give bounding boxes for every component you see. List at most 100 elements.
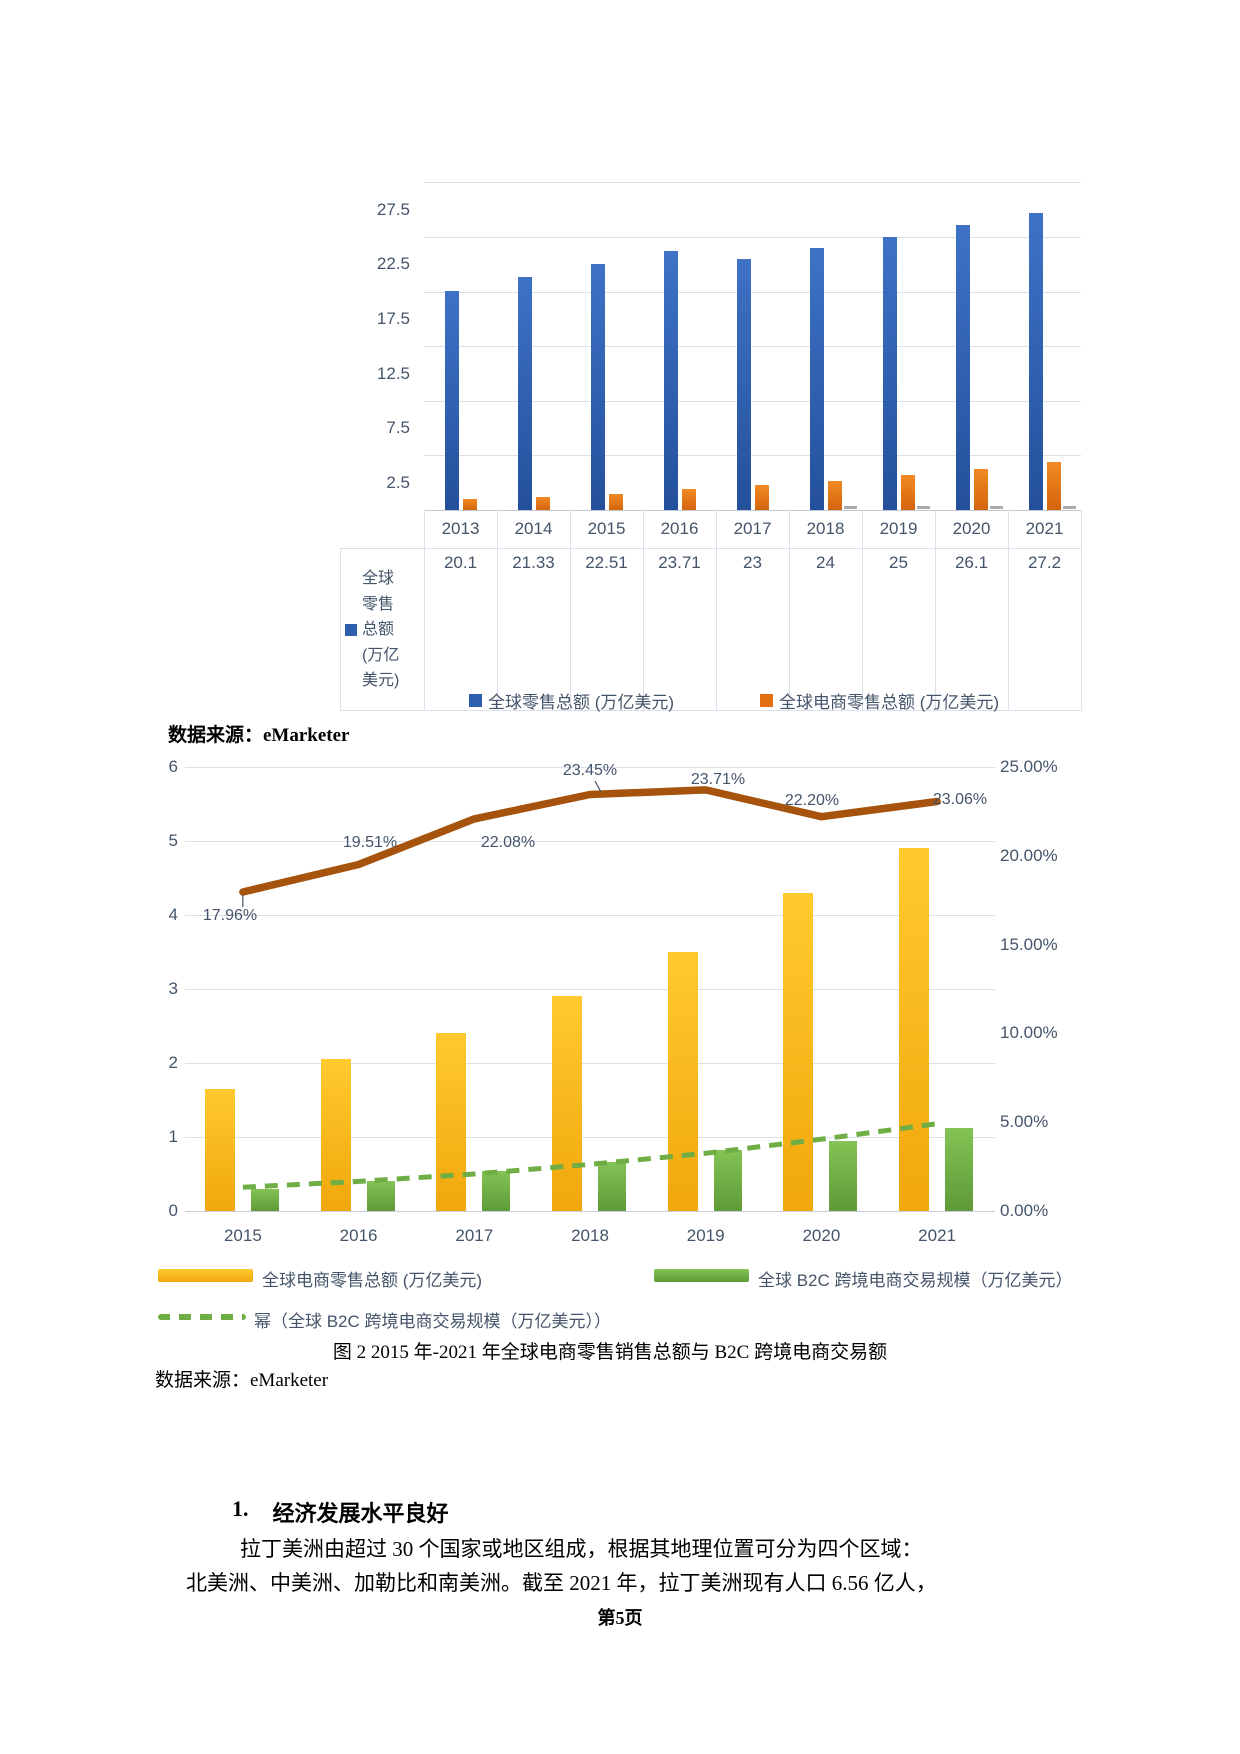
chart1-table-vline xyxy=(424,510,425,710)
chart1-table-vline xyxy=(1008,510,1009,710)
chart1-gray-mark xyxy=(843,506,857,509)
chart1-y-tick-label: 12.5 xyxy=(376,363,410,383)
chart2-bar-b2c-crossborder xyxy=(366,1180,395,1211)
chart1-year-label: 2020 xyxy=(952,519,991,538)
body-paragraph-line1: 拉丁美洲由超过 30 个国家或地区组成，根据其地理位置可分为四个区域： xyxy=(240,1537,923,1561)
chart2-gridline xyxy=(185,1211,995,1212)
chart1-bar-ecommerce-retail xyxy=(754,484,769,510)
chart1-table-vline xyxy=(643,510,644,710)
chart2-bar-ecommerce-retail xyxy=(436,1033,467,1211)
chart1-gray-mark xyxy=(1062,506,1076,509)
section-heading-number: 1. xyxy=(232,1496,249,1521)
chart1-table-value: 24 xyxy=(816,553,835,572)
chart1-bar-ecommerce-retail xyxy=(973,468,988,510)
chart1-bar-global-retail xyxy=(809,247,824,510)
chart2-lines-overlay xyxy=(239,780,941,1190)
chart1-table-value: 22.51 xyxy=(585,553,628,572)
chart2-left-tick-label: 5 xyxy=(168,831,178,850)
chart2-bar-ecommerce-retail xyxy=(783,892,814,1211)
chart1-x-axis-line xyxy=(424,510,1081,511)
chart1-bar-global-retail xyxy=(736,258,751,510)
chart2-year-label: 2020 xyxy=(802,1226,841,1245)
chart1-bar-ecommerce-retail xyxy=(1046,462,1061,510)
chart1-gridline xyxy=(424,237,1081,238)
chart1-legend-ecommerce: 全球电商零售总额 (万亿美元) xyxy=(760,688,999,713)
chart2-gridline xyxy=(185,767,995,768)
chart2-right-tick-label: 0.00% xyxy=(1000,1201,1049,1220)
chart2-bar-b2c-crossborder xyxy=(713,1150,742,1211)
chart2-left-tick-label: 4 xyxy=(168,905,178,924)
chart1-legend-retail: 全球零售总额 (万亿美元) xyxy=(469,688,674,713)
chart1-gridline xyxy=(424,455,1081,457)
chart2-left-tick-label: 6 xyxy=(168,757,178,776)
chart1-table-hline xyxy=(340,710,1081,711)
chart2-legend-swatch-1 xyxy=(654,1269,749,1282)
chart1-table-hline xyxy=(340,548,1081,549)
page-footer: 第5页 xyxy=(597,1608,643,1628)
chart2-left-tick-label: 3 xyxy=(168,979,178,998)
chart1-bar-global-retail xyxy=(1028,213,1043,510)
chart1-table-value: 21.33 xyxy=(512,553,555,572)
chart2-pct-data-label: 22.20% xyxy=(784,792,840,809)
chart1-y-tick-label: 27.5 xyxy=(376,199,410,219)
chart1-year-label: 2017 xyxy=(733,519,772,538)
chart1-table-vline xyxy=(340,548,341,710)
chart2-bar-b2c-crossborder xyxy=(598,1162,626,1211)
chart1-bar-ecommerce-retail xyxy=(827,480,842,510)
chart2-bar-b2c-crossborder xyxy=(945,1128,974,1211)
chart2-right-tick-label: 5.00% xyxy=(1000,1112,1049,1132)
chart1-year-label: 2014 xyxy=(514,519,553,538)
chart1-table-vline xyxy=(570,510,571,710)
chart1-gray-mark xyxy=(916,506,930,509)
chart2-pct-line xyxy=(239,786,941,896)
chart1-table-vline xyxy=(497,510,498,710)
chart2-pct-data-label: 23.71% xyxy=(690,771,746,788)
chart2-right-tick-label: 15.00% xyxy=(1000,934,1058,954)
chart1-year-label: 2016 xyxy=(660,519,699,538)
chart1-year-label: 2015 xyxy=(587,519,626,538)
chart2-gridline xyxy=(185,841,995,842)
chart1-bar-ecommerce-retail xyxy=(900,475,915,510)
chart1-bar-ecommerce-retail xyxy=(608,493,623,510)
chart2-year-label: 2018 xyxy=(571,1226,609,1245)
chart1-table-value: 27.2 xyxy=(1027,553,1062,572)
figure-caption: 图 2 2015 年-2021 年全球电商零售销售总额与 B2C 跨境电商交易额 xyxy=(332,1342,888,1363)
chart1-table-vline xyxy=(789,510,790,710)
chart1-year-label: 2018 xyxy=(806,519,845,538)
chart1-legend-retail-label: 全球零售总额 (万亿美元) xyxy=(488,693,675,712)
chart2-legend-label-0: 全球电商零售总额 (万亿美元) xyxy=(262,1271,483,1290)
chart1-legend-retail-key xyxy=(469,694,482,707)
chart2-gridline xyxy=(185,1063,995,1064)
chart2-pct-data-label: 23.06% xyxy=(932,791,988,808)
chart1-table-value: 25 xyxy=(889,553,908,572)
chart1-bar-global-retail xyxy=(882,237,897,510)
chart2-bar-ecommerce-retail xyxy=(552,996,582,1211)
chart2-bar-ecommerce-retail xyxy=(667,952,698,1211)
chart1-table-vline xyxy=(935,510,936,710)
chart2-year-label: 2016 xyxy=(339,1226,378,1245)
source-note-top: 数据来源：eMarketer xyxy=(168,725,350,746)
chart2-pct-data-label: 19.51% xyxy=(342,834,398,851)
chart1-gray-mark xyxy=(989,506,1003,509)
chart1-legend-ecommerce-label: 全球电商零售总额 (万亿美元) xyxy=(779,693,1000,712)
chart2-right-tick-label: 25.00% xyxy=(1000,757,1058,776)
chart2-year-label: 2017 xyxy=(455,1226,494,1245)
chart1-bar-global-retail xyxy=(955,225,970,510)
chart2-bar-ecommerce-retail xyxy=(320,1059,351,1211)
chart2-left-tick-label: 2 xyxy=(168,1053,178,1072)
chart2-right-tick-label: 20.00% xyxy=(1000,845,1058,865)
chart2-gridline xyxy=(185,989,995,990)
chart2-legend-swatch-0 xyxy=(158,1269,253,1282)
chart2-bar-b2c-crossborder xyxy=(250,1188,279,1211)
chart1-y-tick-label: 17.5 xyxy=(376,308,410,328)
chart2-pct-data-label: 23.45% xyxy=(562,762,618,779)
chart2-year-label: 2015 xyxy=(223,1226,262,1245)
chart2-bar-ecommerce-retail xyxy=(204,1088,235,1211)
chart1-table-value: 23.71 xyxy=(658,553,701,572)
chart1-bar-global-retail xyxy=(663,251,678,510)
chart1-legend-ecommerce-key xyxy=(760,694,773,707)
chart1-table-vline xyxy=(1081,510,1082,710)
chart2-bar-b2c-crossborder xyxy=(829,1140,858,1211)
chart2-gridline xyxy=(185,1137,995,1138)
